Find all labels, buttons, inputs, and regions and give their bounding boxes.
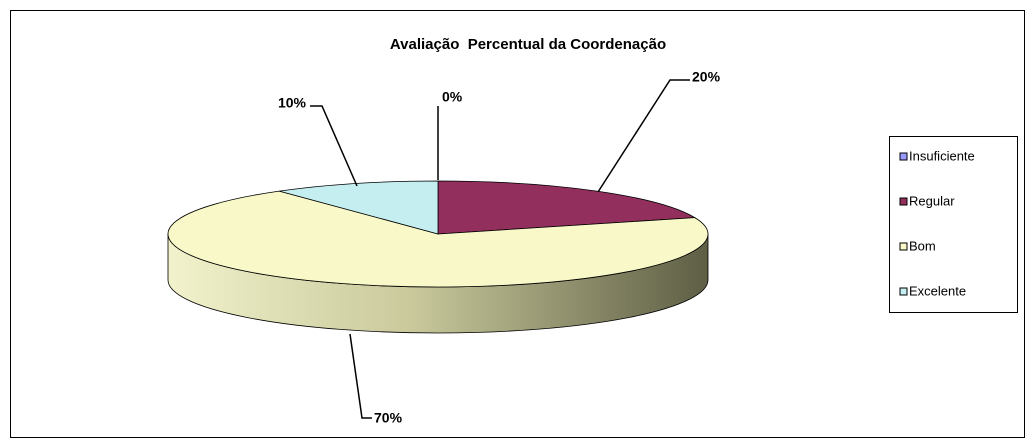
value-label: 0% — [442, 89, 463, 105]
legend-swatch — [899, 152, 908, 161]
leader-line — [349, 333, 372, 419]
legend-label: Excelente — [909, 283, 966, 298]
value-label: 70% — [374, 410, 403, 426]
legend-swatch — [899, 287, 908, 296]
pie-slice — [437, 180, 697, 235]
legend-swatch — [899, 242, 908, 251]
legend-label: Bom — [909, 238, 936, 253]
legend-box — [889, 136, 1018, 313]
legend-label: Regular — [909, 193, 955, 208]
pie-slice — [167, 190, 709, 288]
legend-swatch — [899, 197, 908, 206]
leader-line — [310, 105, 358, 187]
pie-slice — [279, 180, 439, 235]
value-label: 10% — [278, 95, 307, 111]
leader-line — [597, 79, 690, 193]
chart-title: Avaliação Percentual da Coordenação — [390, 36, 666, 53]
value-label: 20% — [692, 69, 721, 85]
legend-label: Insuficiente — [909, 148, 975, 163]
